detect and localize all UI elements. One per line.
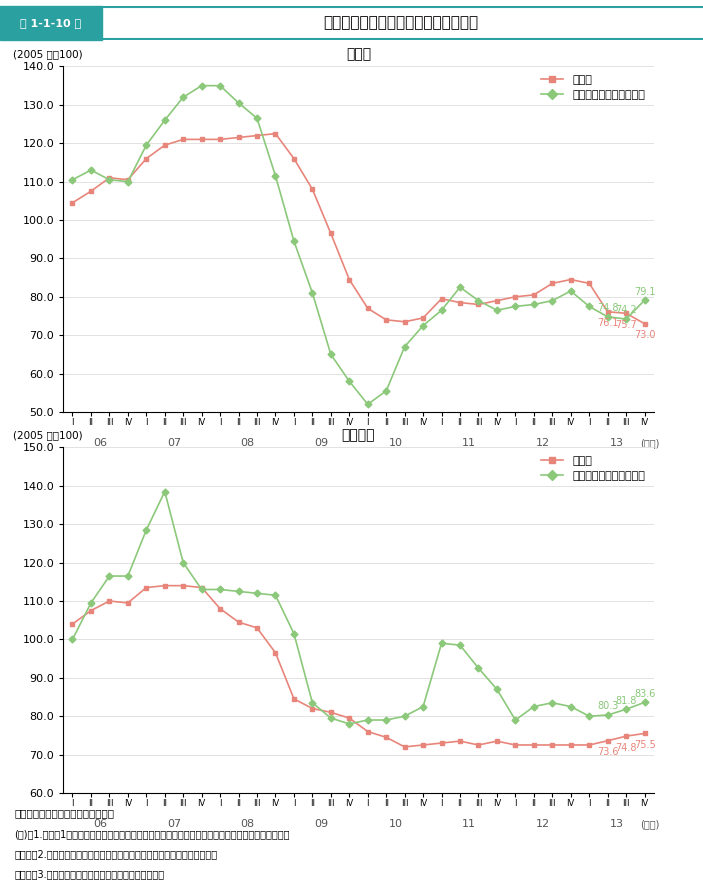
Text: 08: 08 <box>240 819 255 829</box>
Legend: 大企業, 中小企業・小規模事業者: 大企業, 中小企業・小規模事業者 <box>538 453 648 484</box>
Title: 製造業: 製造業 <box>346 47 371 61</box>
Text: 06: 06 <box>93 438 107 448</box>
Text: 11: 11 <box>463 819 476 829</box>
Text: 07: 07 <box>167 819 181 829</box>
Text: 75.7: 75.7 <box>615 320 637 330</box>
Title: 非製造業: 非製造業 <box>342 428 375 442</box>
Text: 06: 06 <box>93 819 107 829</box>
Text: 74.8: 74.8 <box>615 742 637 753</box>
Text: 79.1: 79.1 <box>634 286 655 297</box>
Text: 10: 10 <box>389 819 402 829</box>
Text: 80.3: 80.3 <box>597 702 619 711</box>
Text: 09: 09 <box>314 819 329 829</box>
Text: 10: 10 <box>389 438 402 448</box>
Text: 09: 09 <box>314 438 329 448</box>
Text: (2005 年＝100): (2005 年＝100) <box>13 431 83 440</box>
Text: (注)、1.資本金1億円以上を大企業、１千万円以上１億円未満を中小企業・小規模事業者としている。: (注)、1.資本金1億円以上を大企業、１千万円以上１億円未満を中小企業・小規模事… <box>14 828 290 839</box>
Text: 81.8: 81.8 <box>615 696 637 705</box>
Bar <box>0 6 102 40</box>
Text: 13: 13 <box>610 819 624 829</box>
Text: 83.6: 83.6 <box>634 688 655 698</box>
Text: 07: 07 <box>167 438 181 448</box>
Legend: 大企業, 中小企業・小規模事業者: 大企業, 中小企業・小規模事業者 <box>538 72 648 103</box>
Text: 第 1-1-10 図: 第 1-1-10 図 <box>20 18 81 28</box>
Text: (年期): (年期) <box>640 438 659 448</box>
Text: 74.2: 74.2 <box>615 306 637 315</box>
Text: 08: 08 <box>240 438 255 448</box>
Text: (年期): (年期) <box>640 819 659 829</box>
Text: 3.ここでは、４四半期移動平均を取っている。: 3.ここでは、４四半期移動平均を取っている。 <box>14 869 165 879</box>
Text: 11: 11 <box>463 438 476 448</box>
Text: 資料：財務省「法人企業統計季報」: 資料：財務省「法人企業統計季報」 <box>14 809 114 819</box>
Text: 73.6: 73.6 <box>597 748 619 758</box>
Text: 12: 12 <box>536 819 550 829</box>
Text: 13: 13 <box>610 438 624 448</box>
Text: 76.1: 76.1 <box>597 318 619 329</box>
Text: 74.8: 74.8 <box>597 303 619 313</box>
Text: 2.ここでいう「設備投資」には、ソフトウェアは含まれていない。: 2.ここでいう「設備投資」には、ソフトウェアは含まれていない。 <box>14 849 217 859</box>
Text: (2005 年＝100): (2005 年＝100) <box>13 50 83 59</box>
Text: 企業規模別の設備投資（指数）の推移: 企業規模別の設備投資（指数）の推移 <box>323 16 478 30</box>
Text: 12: 12 <box>536 438 550 448</box>
Text: 73.0: 73.0 <box>634 330 655 340</box>
Text: 75.5: 75.5 <box>633 740 655 750</box>
